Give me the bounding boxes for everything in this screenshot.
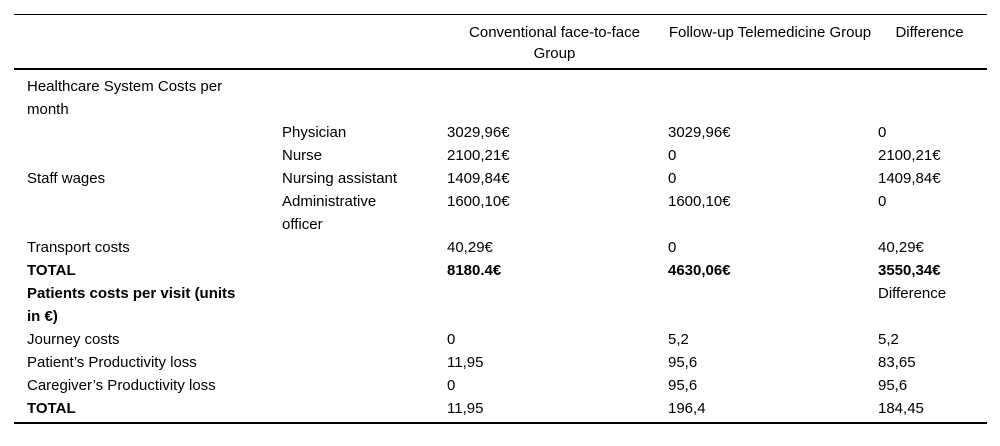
row-label: Patients costs per visit (units in €) bbox=[27, 285, 236, 325]
table-row-total-healthcare: TOTAL 8180.4€ 4630,06€ 3550,34€ bbox=[14, 259, 987, 282]
row-label-staff-wages: Staff wages bbox=[27, 170, 106, 187]
row-label: Patient’s Productivity loss bbox=[27, 354, 197, 371]
cell-conventional: 3029,96€ bbox=[447, 124, 510, 141]
cell-difference: 1409,84€ bbox=[878, 170, 941, 187]
cell-telemedicine: 0 bbox=[668, 170, 677, 187]
cell-conventional bbox=[447, 75, 668, 76]
row-label: TOTAL bbox=[27, 262, 76, 279]
cell-telemedicine: 0 bbox=[668, 147, 677, 164]
cell-telemedicine: 1600,10€ bbox=[668, 193, 731, 210]
table-row-section-healthcare: Healthcare System Costs per month bbox=[14, 75, 987, 121]
row-label: TOTAL bbox=[27, 400, 76, 417]
row-label bbox=[14, 121, 282, 122]
table-row-caregiver-productivity-loss: Caregiver’s Productivity loss 0 95,6 95,… bbox=[14, 374, 987, 397]
cell-telemedicine bbox=[668, 75, 878, 76]
header-conventional-group: Conventional face-to-face Group bbox=[469, 24, 640, 62]
row-label: Transport costs bbox=[27, 239, 130, 256]
cell-difference: 0 bbox=[878, 193, 887, 210]
cell-conventional: 11,95 bbox=[447, 354, 484, 371]
header-telemedicine-group: Follow-up Telemedicine Group bbox=[668, 24, 872, 41]
cell-difference: 2100,21€ bbox=[878, 147, 941, 164]
cell-difference bbox=[878, 75, 987, 76]
cell-telemedicine: 3029,96€ bbox=[668, 124, 731, 141]
cell-telemedicine: 95,6 bbox=[668, 354, 698, 371]
cell-telemedicine: 95,6 bbox=[668, 377, 698, 394]
cell-difference: 5,2 bbox=[878, 331, 899, 348]
table-body: Healthcare System Costs per month Physic… bbox=[14, 70, 987, 422]
row-sub-label: Nursing assistant bbox=[282, 170, 398, 187]
row-sub-label bbox=[282, 75, 447, 76]
table-row-journey-costs: Journey costs 0 5,2 5,2 bbox=[14, 328, 987, 351]
table-row-total-patients: TOTAL 11,95 196,4 184,45 bbox=[14, 397, 987, 420]
row-label: Journey costs bbox=[27, 331, 120, 348]
row-label: Caregiver’s Productivity loss bbox=[27, 377, 216, 394]
row-sub-label: Physician bbox=[282, 124, 347, 141]
row-label: Healthcare System Costs per month bbox=[27, 78, 223, 118]
table-header-row: Conventional face-to-face Group Follow-u… bbox=[14, 22, 987, 64]
row-sub-label: Nurse bbox=[282, 147, 323, 164]
table-row-physician: Physician 3029,96€ 3029,96€ 0 bbox=[14, 121, 987, 144]
cell-telemedicine: 4630,06€ bbox=[668, 262, 731, 279]
table-row-nursing-assistant: Staff wages Nursing assistant 1409,84€ 0… bbox=[14, 167, 987, 190]
cell-telemedicine bbox=[668, 282, 878, 283]
header-category-spacer bbox=[14, 22, 282, 23]
row-sub-label bbox=[282, 351, 447, 352]
table-header: Conventional face-to-face Group Follow-u… bbox=[14, 15, 987, 70]
cell-telemedicine: 196,4 bbox=[668, 400, 706, 417]
row-sub-label bbox=[282, 374, 447, 375]
row-sub-label bbox=[282, 282, 447, 283]
cell-conventional bbox=[447, 282, 668, 283]
cell-telemedicine: 5,2 bbox=[668, 331, 689, 348]
cell-conventional: 0 bbox=[447, 377, 456, 394]
cell-difference: 0 bbox=[878, 124, 887, 141]
table-row-patient-productivity-loss: Patient’s Productivity loss 11,95 95,6 8… bbox=[14, 351, 987, 374]
cell-difference: 83,65 bbox=[878, 354, 916, 371]
cell-difference: Difference bbox=[878, 285, 947, 302]
cell-conventional: 1409,84€ bbox=[447, 170, 510, 187]
row-sub-label bbox=[282, 328, 447, 329]
cell-difference: 40,29€ bbox=[878, 239, 924, 256]
row-label bbox=[14, 190, 282, 191]
header-difference: Difference bbox=[895, 24, 964, 41]
cell-conventional: 40,29€ bbox=[447, 239, 493, 256]
table-row-transport-costs: Transport costs 40,29€ 0 40,29€ bbox=[14, 236, 987, 259]
cell-conventional: 11,95 bbox=[447, 400, 484, 417]
table-row-administrative-officer: Administrative officer 1600,10€ 1600,10€… bbox=[14, 190, 987, 236]
cell-conventional: 0 bbox=[447, 331, 456, 348]
cell-difference: 184,45 bbox=[878, 400, 924, 417]
table-row-section-patients-costs: Patients costs per visit (units in €) Di… bbox=[14, 282, 987, 328]
header-subcategory-spacer bbox=[282, 22, 447, 23]
cost-comparison-table: Conventional face-to-face Group Follow-u… bbox=[14, 14, 987, 424]
cell-conventional: 8180.4€ bbox=[447, 262, 502, 279]
cell-conventional: 1600,10€ bbox=[447, 193, 510, 210]
row-sub-label bbox=[282, 259, 447, 260]
cell-difference: 3550,34€ bbox=[878, 262, 941, 279]
cell-difference: 95,6 bbox=[878, 377, 908, 394]
cell-conventional: 2100,21€ bbox=[447, 147, 510, 164]
cell-telemedicine: 0 bbox=[668, 239, 677, 256]
table-row-nurse: Nurse 2100,21€ 0 2100,21€ bbox=[14, 144, 987, 167]
row-label bbox=[14, 144, 282, 145]
row-sub-label: Administrative officer bbox=[282, 193, 377, 233]
row-sub-label bbox=[282, 236, 447, 237]
row-sub-label bbox=[282, 397, 447, 398]
